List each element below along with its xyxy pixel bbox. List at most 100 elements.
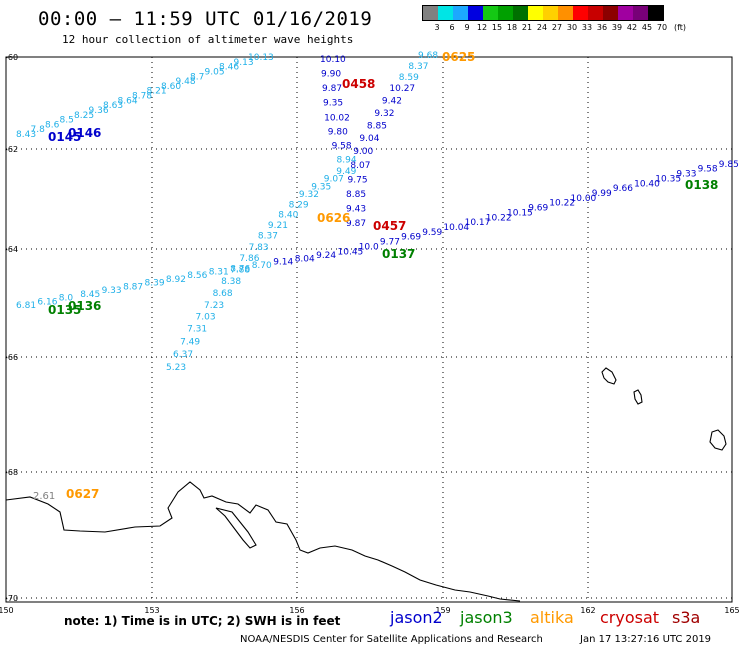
swh-value: 5.23 bbox=[166, 363, 186, 373]
legend-label: 12 bbox=[476, 23, 488, 32]
legend-swatch bbox=[648, 6, 663, 20]
color-legend: 3 6 9 12 15 18 21 24 27 30 33 36 39 42 45 70 (ft) bbox=[422, 5, 686, 33]
latitude-label: -70 bbox=[5, 594, 18, 603]
swh-value: 8.60 bbox=[161, 82, 181, 92]
longitude-label: 156 bbox=[289, 606, 304, 615]
swh-value: 10.10 bbox=[320, 55, 346, 65]
legend-unit: (ft) bbox=[673, 23, 687, 32]
swh-value: 8.85 bbox=[367, 122, 387, 132]
swh-value: 6.16 bbox=[37, 297, 57, 307]
swh-value: 8.37 bbox=[408, 62, 428, 72]
satellite-name: s3a bbox=[672, 608, 701, 627]
swh-value: 8.46 bbox=[219, 63, 239, 73]
legend-swatch bbox=[513, 6, 528, 20]
legend-swatch bbox=[498, 6, 513, 20]
coast-inlet bbox=[215, 507, 257, 549]
swh-value: 9.58 bbox=[332, 142, 352, 152]
pass-time-label: 0138 bbox=[685, 178, 718, 192]
swh-value: 8.07 bbox=[350, 161, 370, 171]
legend-label: 36 bbox=[596, 23, 608, 32]
swh-value: 9.87 bbox=[346, 219, 366, 229]
swh-value: 8.7 bbox=[190, 72, 204, 82]
swh-value: 8.85 bbox=[346, 190, 366, 200]
swh-value: 9.69 bbox=[528, 204, 548, 214]
swh-value: 8.25 bbox=[74, 111, 94, 121]
antarctic-coast bbox=[5, 481, 521, 602]
swh-value: 9.75 bbox=[348, 176, 368, 186]
swh-value: 9.48 bbox=[176, 77, 196, 87]
legend-label: 45 bbox=[641, 23, 653, 32]
island-1 bbox=[601, 367, 617, 385]
axis-labels: -60 -62 -64 -66 -68 -70 150 153 156 159 162 165 bbox=[0, 53, 740, 615]
swh-value: 7.49 bbox=[180, 337, 200, 347]
swh-value: 8.04 bbox=[295, 254, 315, 264]
legend-labels: 3 6 9 12 15 18 21 24 27 30 33 36 39 42 45 70 (ft) bbox=[422, 21, 686, 33]
swh-value: 9.85 bbox=[719, 160, 739, 170]
swh-value: 10.45 bbox=[338, 247, 364, 257]
legend-swatch bbox=[438, 6, 453, 20]
wave-height-tracks: 8.437.8 8.6 8.5 8.259.368.638.648.788.218.6… bbox=[16, 51, 739, 373]
swh-value: 9.99 bbox=[592, 189, 612, 199]
island-3 bbox=[709, 429, 727, 451]
swh-value: 8.59 bbox=[399, 73, 419, 83]
legend-label: 18 bbox=[506, 23, 518, 32]
legend-swatches bbox=[422, 5, 664, 21]
swh-value: 10.17 bbox=[465, 218, 491, 228]
swh-value: 8.56 bbox=[187, 271, 207, 281]
swh-value: 9.77 bbox=[380, 238, 400, 248]
swh-value: 8.87 bbox=[123, 282, 143, 292]
swh-value: 8.43 bbox=[16, 130, 36, 140]
pass-time-label: 0146 bbox=[68, 126, 101, 140]
swh-value: 8.6 bbox=[45, 120, 60, 130]
longitude-label: 150 bbox=[0, 606, 14, 615]
longitude-label: 159 bbox=[435, 606, 450, 615]
swh-value: 8.45 bbox=[80, 290, 100, 300]
legend-swatch bbox=[603, 6, 618, 20]
swh-value: 9.58 bbox=[698, 165, 718, 175]
footnote: note: 1) Time is in UTC; 2) SWH is in fe… bbox=[64, 614, 341, 628]
swh-value: 10.0 bbox=[359, 242, 379, 252]
coast-swh-value: 2.61 bbox=[33, 491, 55, 502]
pass-time-label: 0136 bbox=[68, 299, 101, 313]
swh-value: 10.35 bbox=[655, 174, 681, 184]
swh-value: 9.04 bbox=[359, 134, 379, 144]
swh-value: 9.33 bbox=[676, 170, 696, 180]
swh-value: 10.00 bbox=[571, 194, 597, 204]
swh-value: 10.22 bbox=[549, 199, 575, 209]
swh-value: 8.37 bbox=[258, 232, 278, 242]
swh-value: 8.76 bbox=[230, 264, 250, 274]
pass-time-label: 0625 bbox=[442, 50, 475, 64]
pass-time-label: 0135 bbox=[48, 303, 81, 317]
graticule bbox=[5, 56, 733, 602]
map-frame bbox=[5, 56, 733, 603]
swh-value: 9.00 bbox=[353, 147, 373, 157]
longitude-label: 153 bbox=[144, 606, 159, 615]
swh-value: 8.64 bbox=[118, 96, 138, 106]
swh-value: 10.22 bbox=[486, 213, 512, 223]
swh-value: 8.31 bbox=[209, 268, 229, 278]
swh-value: 9.24 bbox=[316, 251, 336, 261]
swh-value: 8.38 bbox=[221, 277, 241, 287]
legend-label: 21 bbox=[521, 23, 533, 32]
pass-time-label: 0145 bbox=[48, 130, 81, 144]
latitude-label: -68 bbox=[5, 468, 18, 477]
swh-value: 8.63 bbox=[103, 101, 123, 111]
swh-value: 7.8 bbox=[31, 125, 46, 135]
swh-value: 9.43 bbox=[346, 204, 366, 214]
swh-value: 7.23 bbox=[204, 301, 224, 311]
swh-value: 9.69 bbox=[401, 233, 421, 243]
swh-value: 8.78 bbox=[132, 92, 152, 102]
swh-value: 9.36 bbox=[89, 106, 109, 116]
legend-label: 3 bbox=[434, 23, 440, 32]
swh-value: 10.40 bbox=[634, 179, 660, 189]
legend-swatch bbox=[483, 6, 498, 20]
swh-value: 10.04 bbox=[443, 223, 469, 233]
swh-value: 9.59 bbox=[422, 228, 442, 238]
legend-label: 42 bbox=[626, 23, 638, 32]
swh-value: 9.35 bbox=[323, 99, 343, 109]
swh-value: 8.39 bbox=[145, 279, 165, 289]
swh-value: 8.21 bbox=[147, 87, 167, 97]
legend-label: 24 bbox=[536, 23, 548, 32]
swh-value: 7.03 bbox=[196, 313, 216, 323]
